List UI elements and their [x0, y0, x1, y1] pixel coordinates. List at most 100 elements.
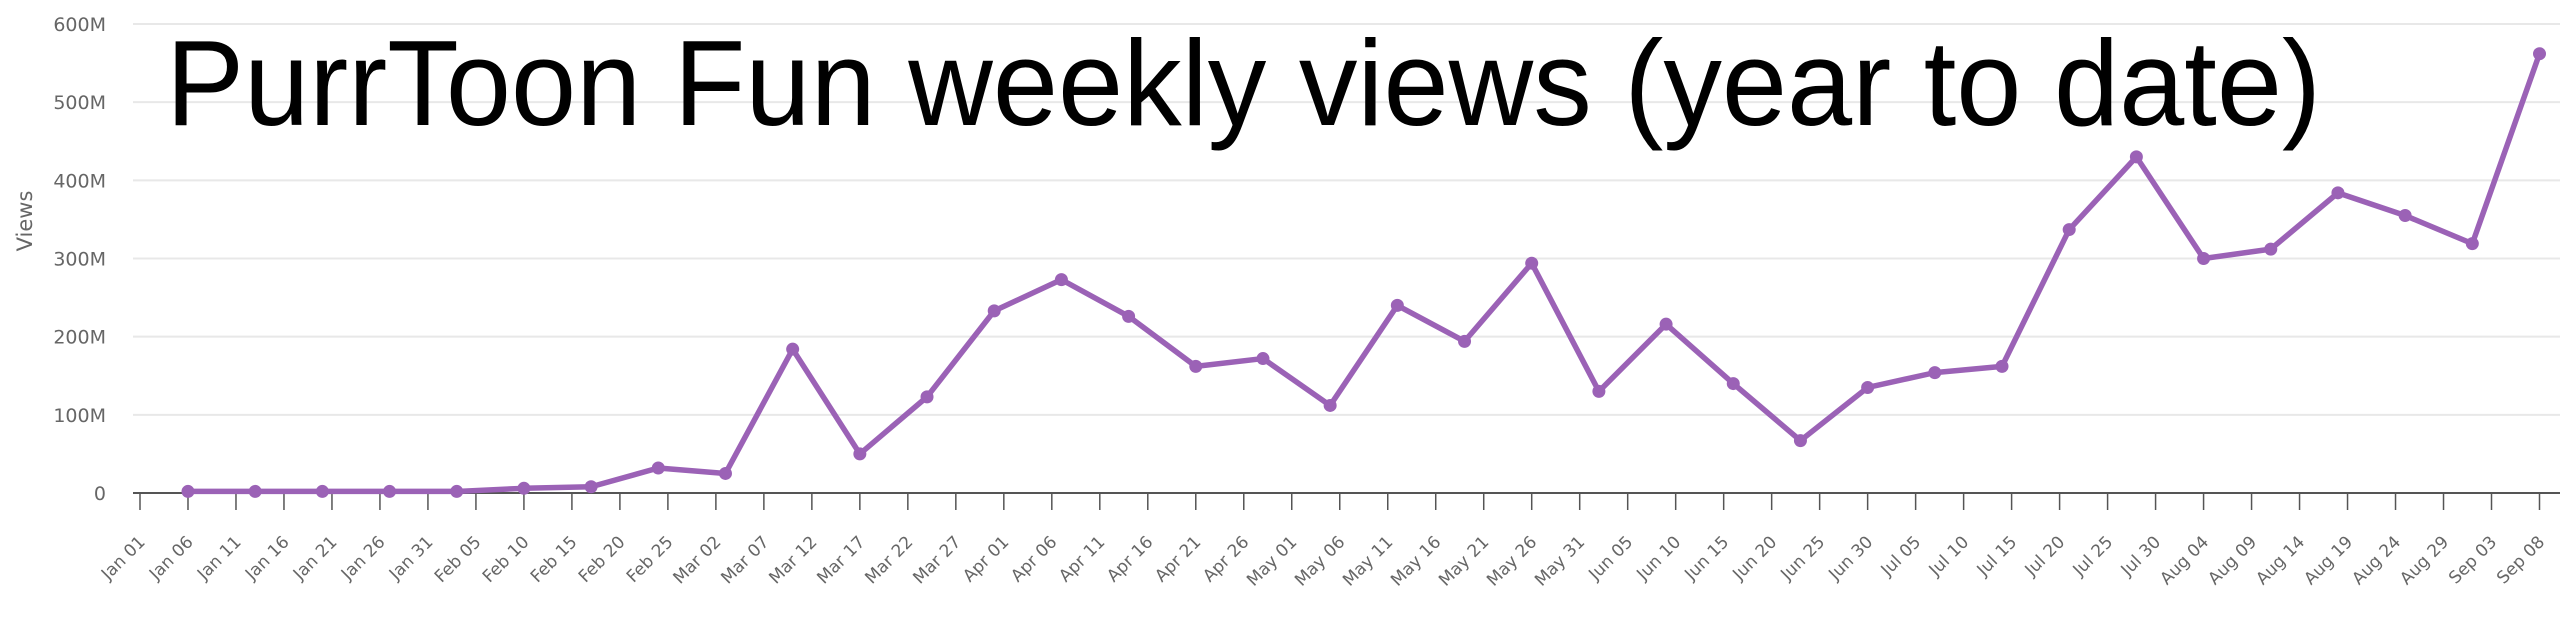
x-tick-label: Jan 06 — [145, 532, 198, 585]
x-tick-label: Sep 03 — [2445, 532, 2501, 588]
x-tick-label: Aug 14 — [2252, 532, 2309, 589]
x-tick-label: Mar 07 — [717, 532, 773, 588]
data-point[interactable] — [1054, 273, 1068, 287]
data-point[interactable] — [920, 390, 934, 404]
y-axis-label: Views — [13, 191, 37, 252]
data-point[interactable] — [2533, 47, 2546, 61]
x-tick-label: Aug 09 — [2204, 532, 2261, 589]
x-tick-label: Jun 05 — [1584, 532, 1637, 585]
x-tick-label: May 06 — [1291, 532, 1349, 590]
data-point[interactable] — [450, 484, 464, 498]
chart-title: PurrToon Fun weekly views (year to date) — [166, 15, 2321, 151]
x-tick-label: Jun 10 — [1632, 532, 1685, 585]
series-views — [181, 47, 2546, 498]
x-tick-label: Jan 16 — [241, 532, 294, 585]
x-tick-label: Apr 01 — [959, 532, 1013, 586]
data-point[interactable] — [1995, 359, 2009, 373]
x-tick-label: May 01 — [1243, 532, 1301, 590]
x-tick-label: Feb 05 — [431, 532, 486, 587]
data-point[interactable] — [1256, 352, 1270, 366]
x-tick-label: Jul 15 — [1973, 532, 2021, 580]
x-tick-label: Sep 08 — [2493, 532, 2549, 588]
x-tick-label: Feb 20 — [575, 532, 630, 587]
x-tick-label: Aug 29 — [2396, 532, 2453, 589]
data-point[interactable] — [2331, 186, 2345, 200]
x-tick-label: May 11 — [1339, 532, 1397, 590]
data-point[interactable] — [584, 480, 598, 494]
x-tick-label: Jan 01 — [97, 532, 150, 585]
data-point[interactable] — [1928, 366, 1942, 380]
x-tick-label: Jul 05 — [1877, 532, 1925, 580]
data-point[interactable] — [2264, 242, 2278, 256]
y-tick-label: 200M — [53, 327, 106, 349]
x-tick-label: Jun 25 — [1776, 532, 1829, 585]
data-point[interactable] — [1525, 256, 1539, 270]
series-line — [187, 52, 2543, 495]
x-tick-label: Aug 24 — [2348, 532, 2405, 589]
x-tick-label: Apr 16 — [1103, 532, 1157, 586]
x-tick-label: Aug 04 — [2156, 532, 2213, 589]
data-point[interactable] — [2465, 237, 2479, 251]
data-point[interactable] — [517, 481, 531, 495]
data-point[interactable] — [651, 461, 665, 475]
data-point[interactable] — [987, 304, 1001, 318]
x-tick-label: Feb 25 — [623, 532, 678, 587]
x-tick-label: Apr 21 — [1151, 532, 1205, 586]
data-point[interactable] — [1390, 298, 1404, 312]
data-point[interactable] — [1659, 317, 1673, 331]
data-point[interactable] — [1592, 384, 1606, 398]
x-tick-label: Jul 25 — [2069, 532, 2117, 580]
data-point[interactable] — [1189, 359, 1203, 373]
x-tick-label: May 26 — [1483, 532, 1541, 590]
x-tick-label: May 31 — [1531, 532, 1589, 590]
x-tick-label: Feb 15 — [527, 532, 582, 587]
data-point[interactable] — [248, 484, 262, 498]
x-tick-label: Jun 20 — [1728, 532, 1781, 585]
x-tick-label: Mar 02 — [669, 532, 725, 588]
x-tick-label: Jan 21 — [289, 532, 342, 585]
x-tick-label: Mar 27 — [909, 532, 965, 588]
data-point[interactable] — [1726, 377, 1740, 391]
x-tick-label: May 16 — [1387, 532, 1445, 590]
data-point[interactable] — [1458, 334, 1472, 348]
data-point[interactable] — [1793, 434, 1807, 448]
x-tick-label: Jun 15 — [1680, 532, 1733, 585]
x-tick-label: Jan 26 — [337, 532, 390, 585]
data-point[interactable] — [1861, 380, 1875, 394]
data-point[interactable] — [786, 342, 800, 356]
data-point[interactable] — [2062, 223, 2076, 237]
x-tick-label: Feb 10 — [479, 532, 534, 587]
data-point[interactable] — [1122, 309, 1136, 323]
data-point[interactable] — [383, 484, 397, 498]
x-tick-label: Apr 06 — [1007, 532, 1061, 586]
x-tick-label: Mar 22 — [861, 532, 917, 588]
x-tick-label: Jul 20 — [2021, 532, 2069, 580]
y-axis-ticks: 0 100M 200M 300M 400M 500M 600M — [53, 14, 106, 505]
y-tick-label: 400M — [53, 170, 106, 192]
x-tick-label: Mar 12 — [765, 532, 821, 588]
data-point[interactable] — [2398, 209, 2412, 223]
y-tick-label: 500M — [53, 92, 106, 114]
y-tick-label: 600M — [53, 14, 106, 36]
x-tick-label: Apr 11 — [1055, 532, 1109, 586]
x-tick-label: Jul 10 — [1925, 532, 1973, 580]
gridlines — [133, 23, 2560, 416]
x-tick-label: Jan 11 — [193, 532, 246, 585]
y-tick-label: 0 — [94, 483, 106, 505]
y-tick-label: 100M — [53, 405, 106, 427]
data-point[interactable] — [718, 466, 732, 480]
x-tick-label: May 21 — [1435, 532, 1493, 590]
x-tick-label: Jan 31 — [385, 532, 438, 585]
x-tick-label: Jun 30 — [1824, 532, 1877, 585]
y-tick-label: 300M — [53, 249, 106, 271]
data-point[interactable] — [2129, 150, 2143, 164]
data-point[interactable] — [2197, 252, 2211, 265]
x-tick-label: Aug 19 — [2300, 532, 2357, 589]
data-point[interactable] — [853, 447, 867, 461]
data-point[interactable] — [1323, 398, 1337, 412]
data-point[interactable] — [181, 484, 195, 498]
data-point[interactable] — [315, 484, 329, 498]
x-tick-label: Mar 17 — [813, 532, 869, 588]
